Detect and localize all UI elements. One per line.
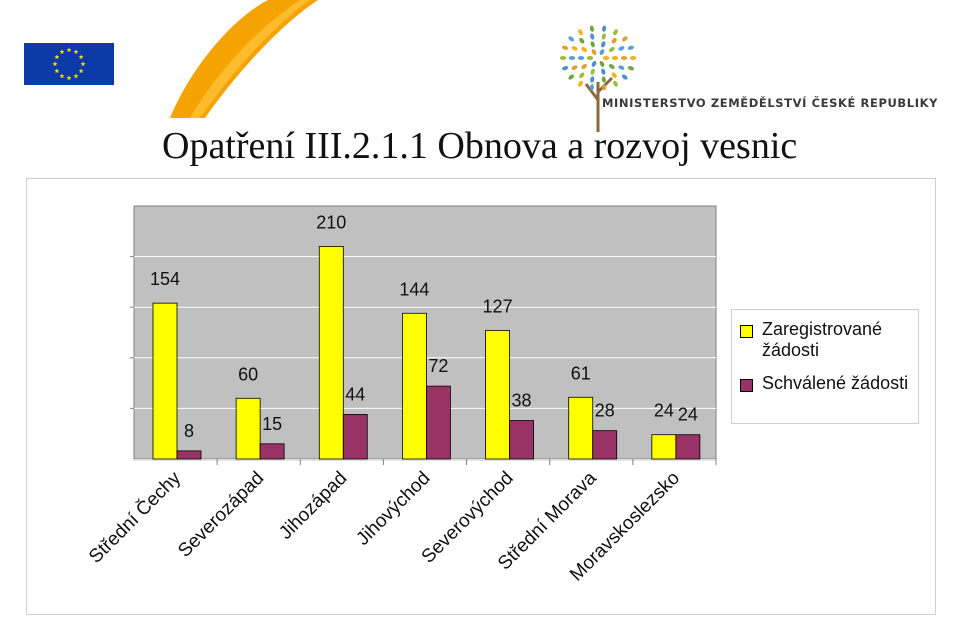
decorative-swoosh [170, 0, 318, 118]
legend-label-approved: Schválené žádosti [762, 373, 909, 393]
bar-approved-1 [259, 443, 285, 460]
data-label-approved-2: 44 [345, 384, 365, 404]
ministry-logo: MINISTERSTVO ZEMĚDĚLSTVÍ ČESKÉ REPUBLIKY [548, 22, 937, 132]
x-tick-label: Jihovýchod [352, 468, 434, 550]
eu-star-icon [66, 47, 72, 53]
data-label-registered-4: 127 [483, 296, 513, 316]
bar-registered-0 [152, 302, 178, 460]
eu-star-icon [78, 54, 84, 60]
eu-star-icon [54, 54, 60, 60]
data-label-approved-4: 38 [512, 391, 532, 411]
bar-approved-3 [426, 385, 451, 460]
bar-registered-5 [568, 396, 594, 460]
eu-star-icon [73, 49, 79, 54]
x-tick-label: Severozápad [174, 468, 268, 562]
data-label-registered-3: 144 [399, 279, 429, 299]
bar-registered-2 [318, 246, 344, 460]
data-label-registered-5: 61 [571, 363, 591, 383]
eu-star-icon [78, 68, 84, 74]
x-tick-label: Jihozápad [275, 468, 351, 544]
bar-approved-4 [509, 420, 534, 460]
bar-registered-4 [485, 330, 510, 460]
eu-star-icon [59, 73, 65, 79]
chart-legend: Zaregistrované žádosti Schválené žádosti [731, 309, 919, 424]
data-label-registered-6: 24 [654, 401, 674, 421]
eu-star-icon [73, 73, 79, 79]
data-label-approved-5: 28 [595, 401, 615, 421]
data-label-registered-0: 154 [150, 269, 180, 289]
plot-floor [134, 459, 716, 461]
data-label-registered-2: 210 [316, 212, 346, 232]
data-label-approved-1: 15 [262, 414, 282, 434]
eu-star-icon [59, 49, 65, 54]
bar-registered-1 [235, 397, 261, 460]
data-label-registered-1: 60 [238, 364, 258, 384]
bar-registered-6 [651, 434, 677, 460]
eu-flag-icon [24, 43, 114, 85]
legend-swatch-registered [740, 325, 753, 338]
eu-star-icon [80, 61, 86, 67]
bar-registered-3 [402, 312, 427, 460]
data-label-approved-0: 8 [184, 421, 194, 441]
legend-label-registered: Zaregistrované žádosti [762, 319, 883, 360]
bar-approved-5 [592, 430, 618, 460]
eu-star-icon [52, 61, 58, 67]
bar-approved-6 [675, 434, 701, 460]
data-label-approved-3: 72 [428, 356, 448, 376]
slide-title: Opatření III.2.1.1 Obnova a rozvoj vesni… [162, 125, 798, 167]
data-label-approved-6: 24 [678, 405, 698, 425]
bar-approved-0 [176, 450, 202, 460]
eu-star-icon [66, 75, 72, 81]
eu-star-icon [54, 68, 60, 74]
legend-swatch-approved [740, 379, 753, 392]
tree-logo-icon [559, 25, 637, 132]
ministry-name: MINISTERSTVO ZEMĚDĚLSTVÍ ČESKÉ REPUBLIKY [602, 96, 939, 110]
bar-approved-2 [342, 414, 368, 460]
x-tick-label: Střední Čechy [84, 467, 185, 568]
